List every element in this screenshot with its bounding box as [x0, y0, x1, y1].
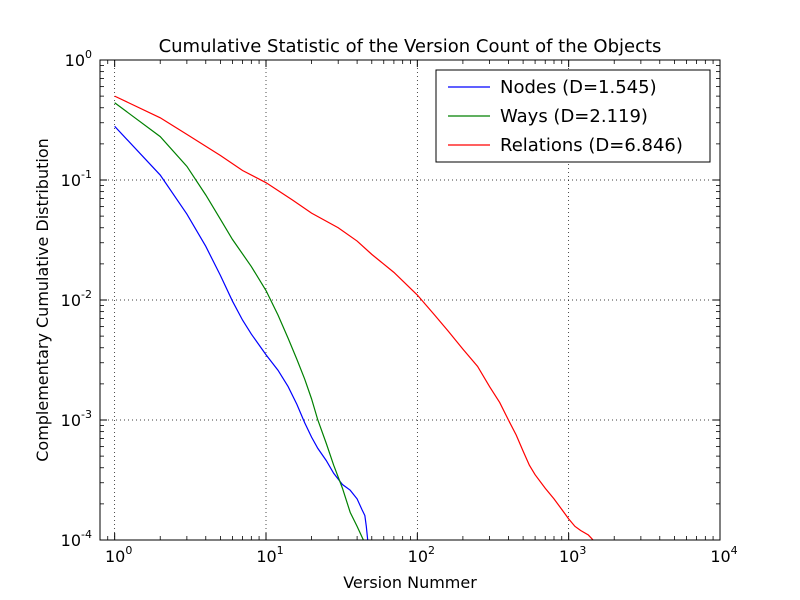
- y-tick-label-base: 10: [61, 171, 81, 190]
- series-line-3: [114, 95, 594, 540]
- x-tick-label: 103: [559, 544, 586, 566]
- x-tick-label: 100: [105, 544, 132, 566]
- x-tick-label-base: 10: [559, 547, 579, 566]
- y-tick-label: 10-1: [61, 168, 92, 190]
- y-tick-label: 10-2: [61, 288, 92, 310]
- y-tick-label: 100: [65, 48, 92, 70]
- legend-label-3: Relations (D=6.846): [500, 135, 683, 156]
- y-axis-label: Complementary Cumulative Distribution: [33, 138, 52, 462]
- y-tick-label: 10-3: [61, 408, 92, 430]
- legend-label-1: Nodes (D=1.545): [500, 77, 657, 98]
- series-line-2: [114, 102, 364, 540]
- x-tick-label: 104: [710, 544, 737, 566]
- x-tick-label-exponent: 4: [731, 544, 738, 557]
- y-tick-label-base: 10: [61, 531, 81, 550]
- x-tick-label-base: 10: [710, 547, 730, 566]
- legend-label-2: Ways (D=2.119): [500, 106, 648, 127]
- series-line-1: [114, 125, 369, 540]
- x-tick-label-base: 10: [105, 547, 125, 566]
- x-tick-label: 102: [408, 544, 435, 566]
- x-tick-label-exponent: 1: [277, 544, 284, 557]
- x-tick-label-exponent: 2: [428, 544, 435, 557]
- y-tick-label-exponent: -2: [81, 288, 92, 301]
- x-tick-label-exponent: 3: [579, 544, 586, 557]
- x-tick-label: 101: [256, 544, 283, 566]
- chart-title: Cumulative Statistic of the Version Coun…: [159, 36, 662, 57]
- legend: Nodes (D=1.545) Ways (D=2.119) Relations (…: [435, 69, 711, 163]
- y-tick-label-exponent: -1: [81, 168, 92, 181]
- y-tick-label-exponent: -3: [81, 408, 92, 421]
- x-tick-label-base: 10: [256, 547, 276, 566]
- y-tick-label: 10-4: [61, 528, 92, 550]
- y-tick-label-base: 10: [65, 51, 85, 70]
- y-tick-label-base: 10: [61, 411, 81, 430]
- x-tick-label-base: 10: [408, 547, 428, 566]
- x-tick-label-exponent: 0: [125, 544, 132, 557]
- x-axis-label: Version Nummer: [343, 573, 477, 592]
- y-tick-label-exponent: -4: [81, 528, 92, 541]
- plot-area: [114, 95, 594, 540]
- y-tick-label-base: 10: [61, 291, 81, 310]
- y-tick-label-exponent: 0: [85, 48, 92, 61]
